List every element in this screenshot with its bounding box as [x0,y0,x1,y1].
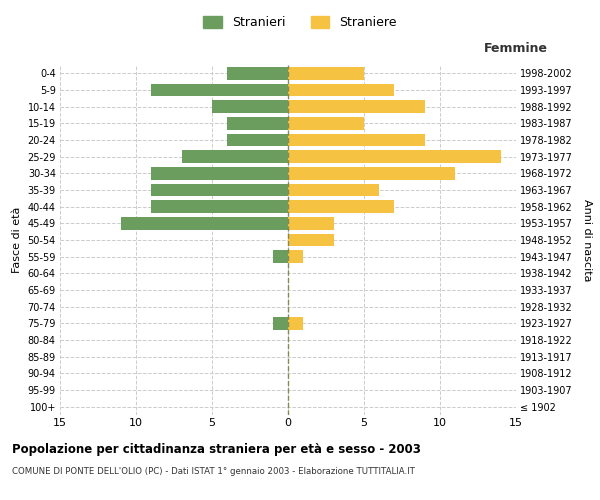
Bar [288,250,303,263]
Text: Femmine: Femmine [484,42,548,54]
Bar [288,234,334,246]
Bar [273,317,288,330]
Bar [288,217,334,230]
Bar [273,250,288,263]
Bar [288,150,501,163]
Y-axis label: Fasce di età: Fasce di età [12,207,22,273]
Bar [288,167,455,179]
Text: Popolazione per cittadinanza straniera per età e sesso - 2003: Popolazione per cittadinanza straniera p… [12,442,421,456]
Bar [288,117,364,130]
Bar [288,184,379,196]
Bar [288,134,425,146]
Bar [182,150,288,163]
Bar [227,134,288,146]
Bar [288,100,425,113]
Bar [288,67,364,80]
Text: COMUNE DI PONTE DELL'OLIO (PC) - Dati ISTAT 1° gennaio 2003 - Elaborazione TUTTI: COMUNE DI PONTE DELL'OLIO (PC) - Dati IS… [12,468,415,476]
Y-axis label: Anni di nascita: Anni di nascita [583,198,592,281]
Bar [227,117,288,130]
Bar [288,84,394,96]
Bar [288,200,394,213]
Bar [227,67,288,80]
Bar [151,200,288,213]
Bar [151,84,288,96]
Bar [288,317,303,330]
Legend: Stranieri, Straniere: Stranieri, Straniere [198,11,402,34]
Bar [151,184,288,196]
Bar [121,217,288,230]
Bar [151,167,288,179]
Bar [212,100,288,113]
